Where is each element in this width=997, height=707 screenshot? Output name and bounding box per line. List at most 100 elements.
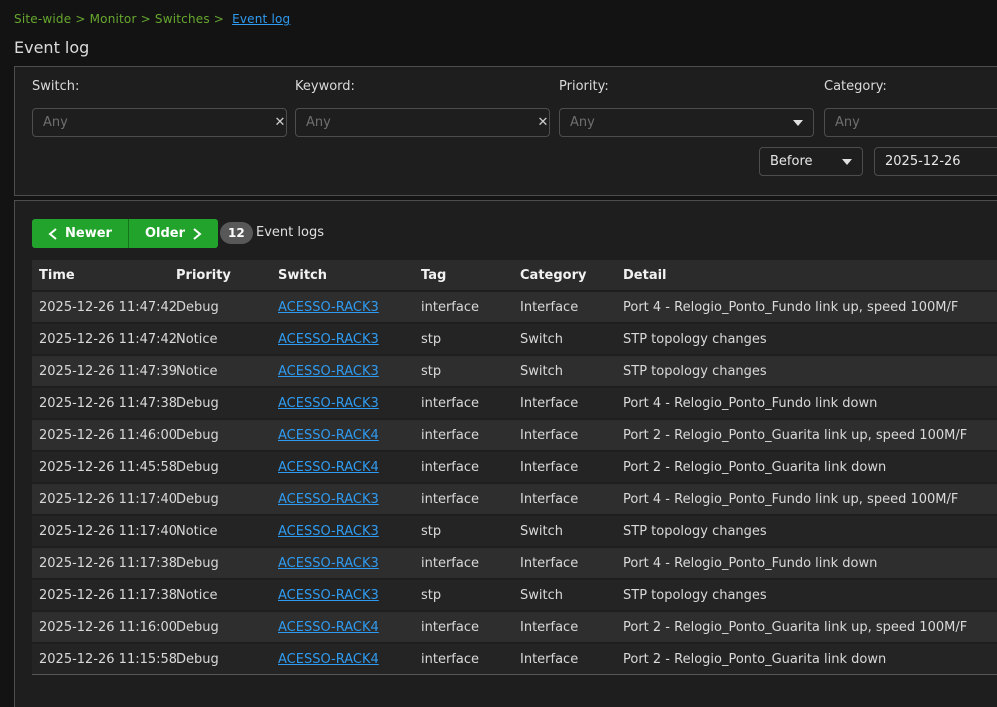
keyword-clear-icon[interactable]: ✕: [537, 115, 549, 130]
cell-tag: interface: [421, 651, 479, 667]
table-header-row: Time Priority Switch Tag Category Detail: [32, 260, 997, 290]
event-count-label: Event logs: [256, 225, 324, 240]
breadcrumb-separator: >: [140, 12, 151, 26]
column-header-tag: Tag: [421, 267, 447, 283]
breadcrumb-switches[interactable]: Switches: [154, 12, 210, 26]
category-filter-label: Category:: [824, 79, 887, 94]
cell-tag: interface: [421, 427, 479, 443]
cell-priority: Debug: [176, 651, 219, 667]
switch-link[interactable]: ACESSO-RACK3: [278, 395, 379, 411]
column-header-priority: Priority: [176, 267, 231, 283]
cell-time: 2025-12-26 11:17:38: [39, 587, 176, 603]
cell-category: Interface: [520, 459, 579, 475]
cell-tag: interface: [421, 299, 479, 315]
switch-link[interactable]: ACESSO-RACK3: [278, 523, 379, 539]
table-row: 2025-12-26 11:47:38 Debug ACESSO-RACK3 i…: [32, 386, 997, 418]
priority-filter-select[interactable]: Any: [559, 108, 814, 137]
table-row: 2025-12-26 11:47:39 Notice ACESSO-RACK3 …: [32, 354, 997, 386]
cell-detail: Port 4 - Relogio_Ponto_Fundo link down: [623, 395, 878, 411]
cell-category: Interface: [520, 395, 579, 411]
cell-category: Interface: [520, 299, 579, 315]
cell-time: 2025-12-26 11:47:39: [39, 363, 176, 379]
newer-button[interactable]: Newer: [32, 219, 129, 248]
category-filter-input[interactable]: [824, 108, 997, 137]
table-row: 2025-12-26 11:46:00 Debug ACESSO-RACK4 i…: [32, 418, 997, 450]
filter-keyword: Keyword:: [295, 79, 550, 94]
switch-link[interactable]: ACESSO-RACK4: [278, 619, 379, 635]
time-operator-select[interactable]: Before: [759, 147, 863, 176]
cell-priority: Notice: [176, 523, 218, 539]
breadcrumb-event-log-link[interactable]: Event log: [232, 12, 291, 26]
cell-tag: stp: [421, 363, 442, 379]
cell-tag: stp: [421, 587, 442, 603]
keyword-filter-input[interactable]: [295, 108, 550, 137]
breadcrumb-separator: >: [75, 12, 86, 26]
newer-button-label: Newer: [65, 226, 112, 241]
switch-link[interactable]: ACESSO-RACK3: [278, 491, 379, 507]
table-row: 2025-12-26 11:15:58 Debug ACESSO-RACK4 i…: [32, 642, 997, 674]
switch-link[interactable]: ACESSO-RACK4: [278, 427, 379, 443]
column-header-switch: Switch: [278, 267, 328, 283]
table-row: 2025-12-26 11:45:58 Debug ACESSO-RACK4 i…: [32, 450, 997, 482]
cell-time: 2025-12-26 11:45:58: [39, 459, 176, 475]
breadcrumb-monitor[interactable]: Monitor: [89, 12, 137, 26]
cell-detail: STP topology changes: [623, 363, 767, 379]
column-header-category: Category: [520, 267, 587, 283]
cell-detail: Port 2 - Relogio_Ponto_Guarita link up, …: [623, 619, 968, 635]
switch-filter-label: Switch:: [32, 79, 80, 94]
older-button[interactable]: Older: [128, 219, 218, 248]
cell-time: 2025-12-26 11:17:40: [39, 523, 176, 539]
switch-filter-input[interactable]: [32, 108, 287, 137]
cell-priority: Debug: [176, 299, 219, 315]
event-log-table: Time Priority Switch Tag Category Detail…: [32, 260, 997, 675]
cell-tag: interface: [421, 555, 479, 571]
cell-priority: Debug: [176, 427, 219, 443]
cell-category: Switch: [520, 523, 563, 539]
cell-detail: STP topology changes: [623, 523, 767, 539]
cell-category: Interface: [520, 619, 579, 635]
cell-tag: interface: [421, 459, 479, 475]
cell-priority: Notice: [176, 363, 218, 379]
cell-category: Interface: [520, 427, 579, 443]
filter-panel: Switch: ✕ Keyword: ✕ Priority: Any Categ…: [14, 66, 997, 196]
cell-time: 2025-12-26 11:47:42: [39, 299, 176, 315]
chevron-down-icon: [842, 158, 852, 165]
cell-tag: interface: [421, 395, 479, 411]
cell-tag: interface: [421, 619, 479, 635]
cell-tag: interface: [421, 491, 479, 507]
cell-detail: Port 4 - Relogio_Ponto_Fundo link up, sp…: [623, 491, 959, 507]
date-input[interactable]: 2025-12-26: [874, 147, 997, 176]
cell-detail: Port 2 - Relogio_Ponto_Guarita link down: [623, 651, 887, 667]
breadcrumb-site-wide[interactable]: Site-wide: [14, 12, 72, 26]
priority-filter-label: Priority:: [559, 79, 609, 94]
chevron-right-icon: [193, 227, 202, 240]
cell-priority: Debug: [176, 619, 219, 635]
switch-link[interactable]: ACESSO-RACK3: [278, 299, 379, 315]
switch-link[interactable]: ACESSO-RACK3: [278, 331, 379, 347]
priority-selected-value: Any: [570, 115, 595, 130]
table-row: 2025-12-26 11:47:42 Debug ACESSO-RACK3 i…: [32, 290, 997, 322]
switch-link[interactable]: ACESSO-RACK4: [278, 459, 379, 475]
breadcrumb: Site-wide > Monitor > Switches > Event log: [14, 12, 290, 26]
switch-link[interactable]: ACESSO-RACK4: [278, 651, 379, 667]
cell-priority: Notice: [176, 331, 218, 347]
cell-time: 2025-12-26 11:47:38: [39, 395, 176, 411]
filter-category: Category:: [824, 79, 997, 94]
cell-detail: Port 4 - Relogio_Ponto_Fundo link up, sp…: [623, 299, 959, 315]
breadcrumb-separator: >: [213, 12, 225, 26]
cell-detail: Port 2 - Relogio_Ponto_Guarita link down: [623, 459, 887, 475]
column-header-time: Time: [39, 267, 75, 283]
cell-category: Interface: [520, 651, 579, 667]
table-row: 2025-12-26 11:17:40 Notice ACESSO-RACK3 …: [32, 514, 997, 546]
older-button-label: Older: [144, 226, 185, 241]
table-row: 2025-12-26 11:47:42 Notice ACESSO-RACK3 …: [32, 322, 997, 354]
cell-time: 2025-12-26 11:17:38: [39, 555, 176, 571]
switch-link[interactable]: ACESSO-RACK3: [278, 555, 379, 571]
pager-buttons: Newer Older: [32, 219, 218, 248]
switch-link[interactable]: ACESSO-RACK3: [278, 587, 379, 603]
cell-priority: Debug: [176, 491, 219, 507]
filter-switch: Switch:: [32, 79, 287, 94]
switch-link[interactable]: ACESSO-RACK3: [278, 363, 379, 379]
switch-clear-icon[interactable]: ✕: [274, 115, 286, 130]
cell-time: 2025-12-26 11:17:40: [39, 491, 176, 507]
